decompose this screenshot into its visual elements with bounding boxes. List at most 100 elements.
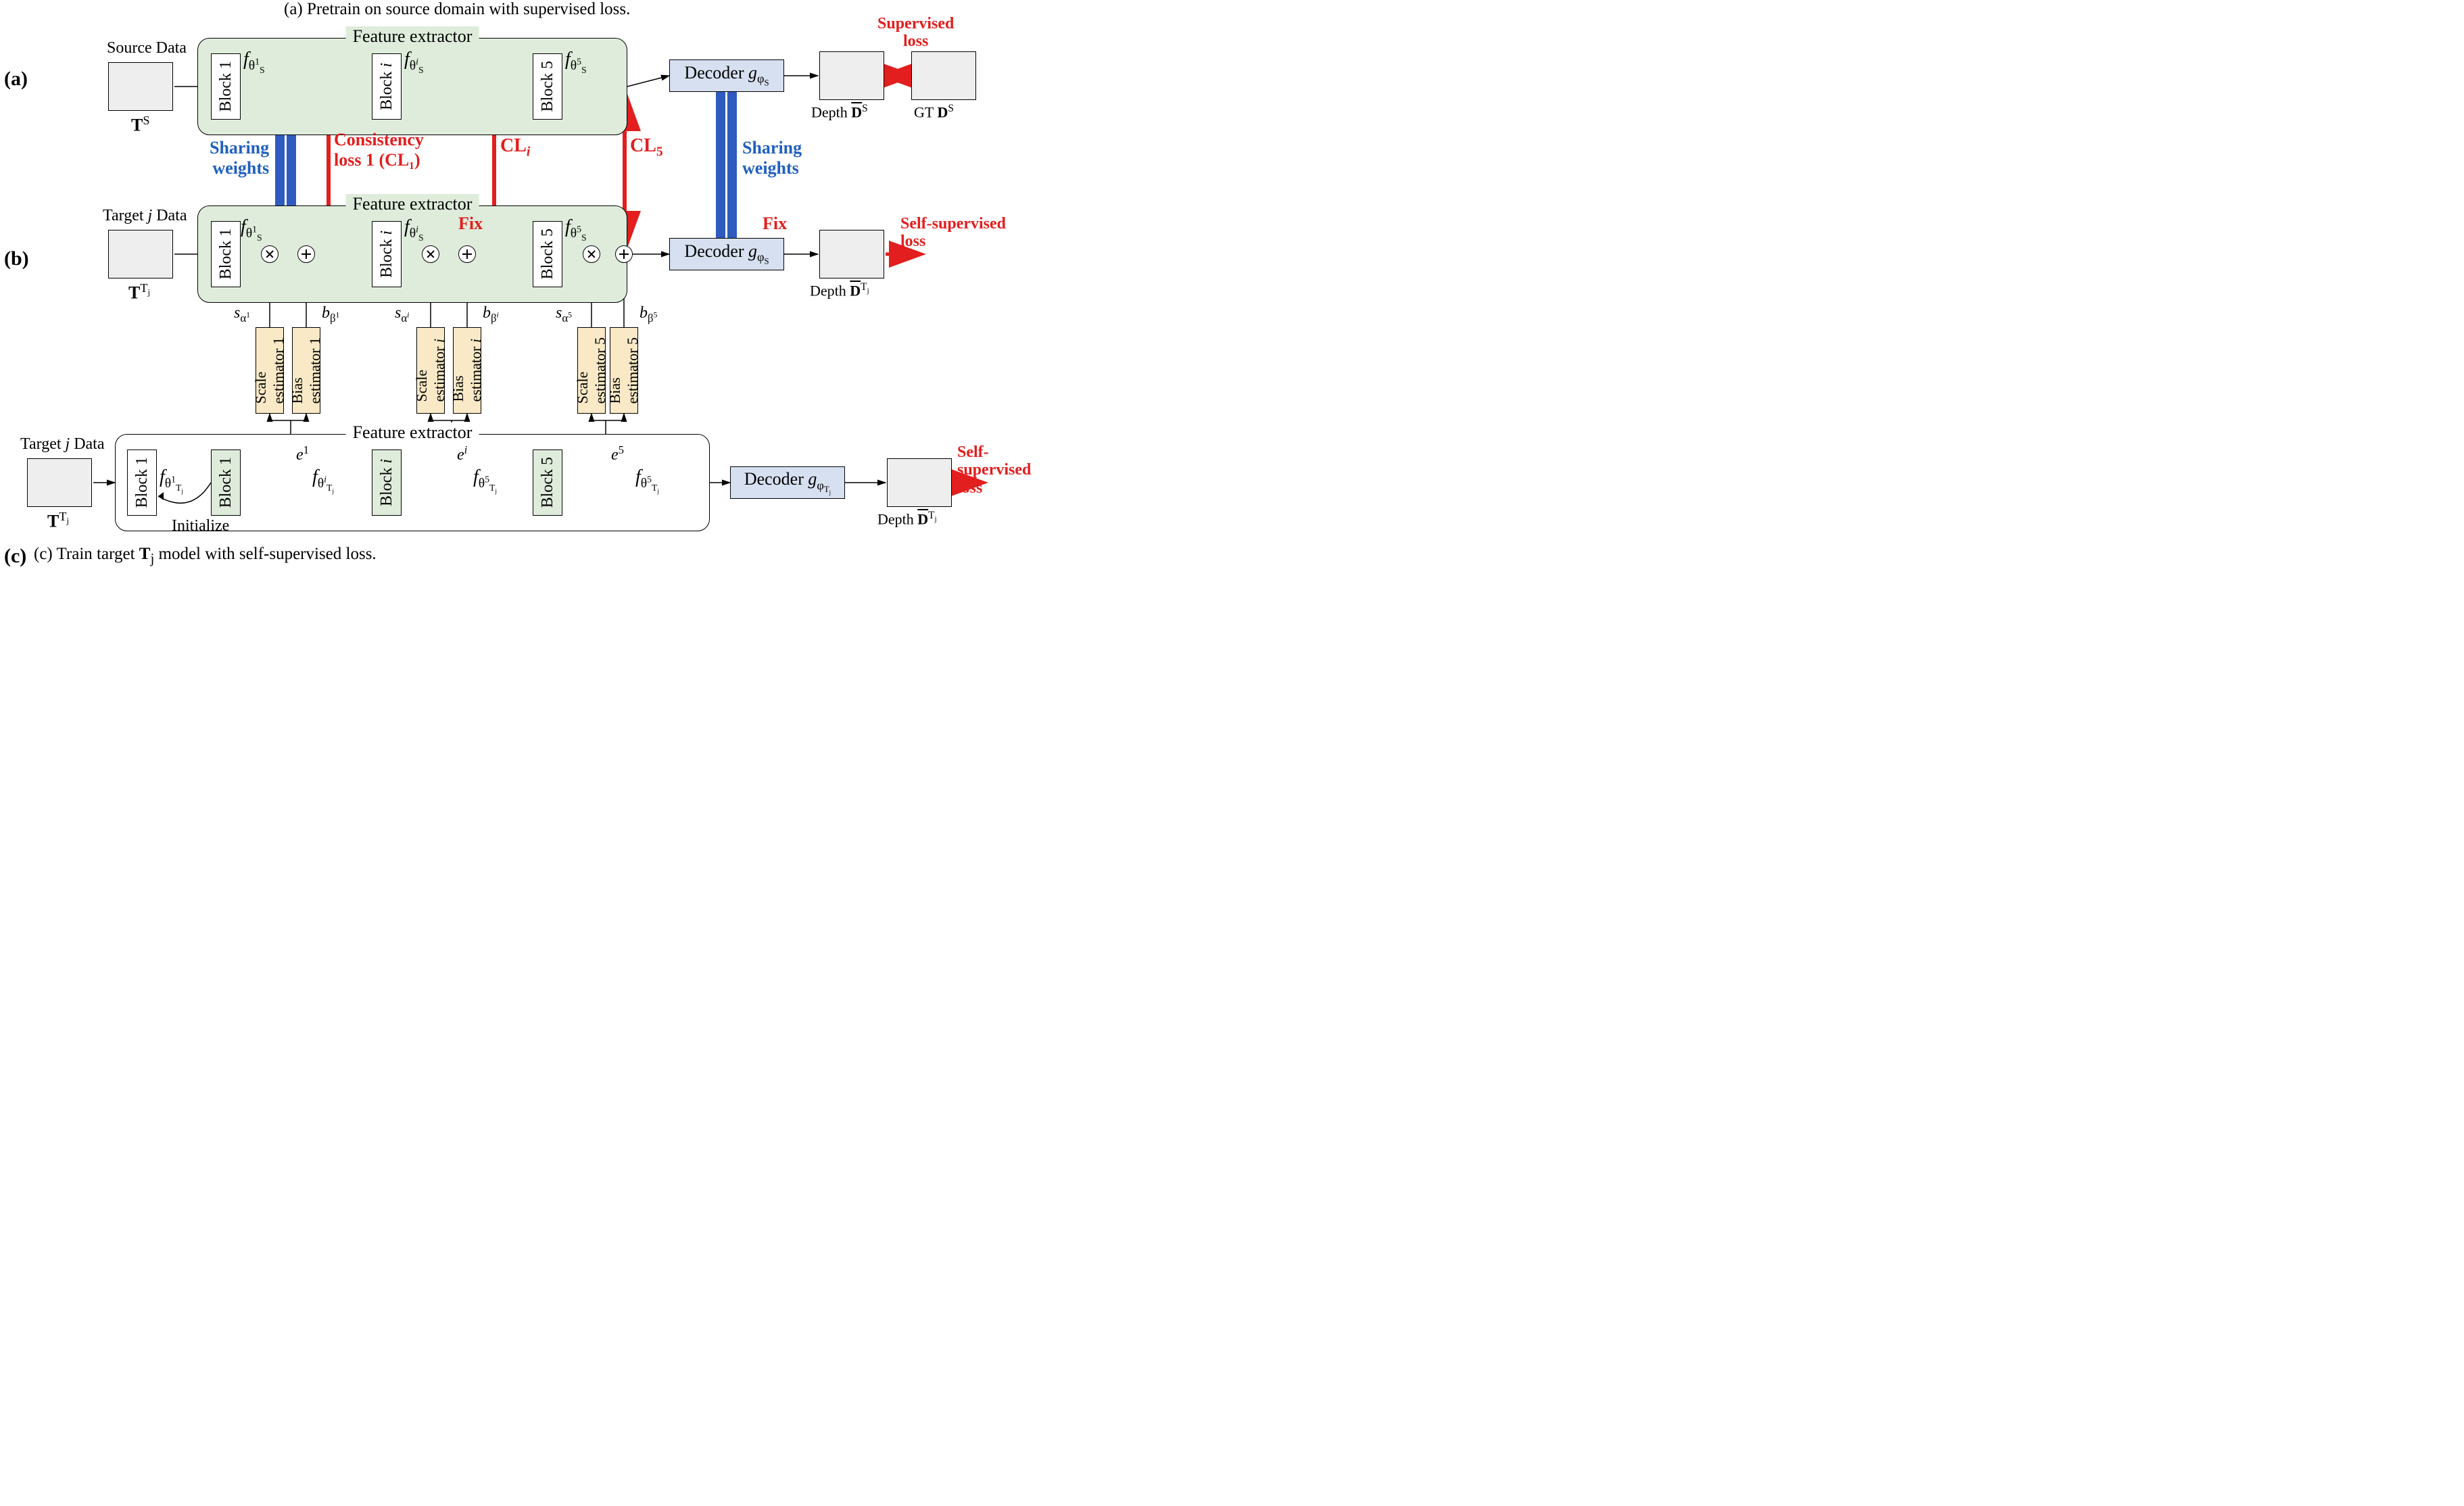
mid-op-add-5 [615, 245, 633, 263]
mid-f5-label: fθ5S [565, 216, 587, 243]
top-block-i: Block i [372, 53, 402, 120]
top-f1-label: fθ1S [243, 49, 265, 76]
bias-estimator-1-label: Bias estimator 1 [289, 337, 324, 404]
bottom-block-1b-label: Block 1 [133, 457, 151, 508]
mid-op-mul-1 [261, 245, 279, 263]
top-fi-label: fθiS [404, 49, 424, 76]
panel-mid-label: Feature extractor [346, 194, 479, 214]
top-block-1-label: Block 1 [217, 61, 235, 112]
scale-estimator-i: Scale estimator i [416, 327, 445, 414]
scale-estimator-1: Scale estimator 1 [256, 327, 284, 414]
source-title: Source Data [107, 39, 187, 57]
mid-block-1-label: Block 1 [217, 228, 235, 279]
diagram-canvas: Feature extractor Block 1 fθ1S Block i f… [0, 0, 1014, 578]
depth-mid-caption: Depth DTj [810, 281, 869, 299]
source-caption: TS [131, 114, 149, 136]
mid-fi-label: fθiS [404, 216, 424, 243]
top-block-5: Block 5 [533, 53, 562, 120]
sharing-weights-right: Sharing weights [742, 138, 802, 178]
caption-c: (c) Train target Tj model with self-supe… [34, 545, 377, 567]
e1-label: e1 [296, 443, 309, 464]
bottom-block-5-label: Block 5 [539, 457, 557, 508]
decoder-mid-label: Decoder gφS [684, 241, 769, 267]
cli-label: CLi [500, 135, 530, 160]
scale-estimator-1-label: Scale estimator 1 [252, 337, 287, 404]
gt-top-caption: GT DS [914, 103, 954, 121]
bias-estimator-i: Bias estimator i [453, 327, 481, 414]
depth-top-caption: Depth DS [811, 103, 868, 121]
step-a: (a) [4, 68, 28, 91]
bottom-f1-label: fθ1Tj [160, 466, 183, 495]
e5-label: e5 [611, 443, 624, 464]
gt-top [911, 51, 976, 100]
bottom-f5-label: fθ5Tj [473, 466, 497, 495]
s-alpha-5: sα5 [556, 304, 572, 325]
top-block-i-label: Block i [378, 63, 396, 110]
decoder-top: Decoder gφS [669, 59, 784, 92]
source-image [108, 62, 173, 111]
b-beta-i: bβi [483, 304, 499, 325]
mid-op-mul-5 [583, 245, 600, 263]
depth-bottom-caption: Depth DTj [877, 510, 937, 528]
top-block-5-label: Block 5 [539, 61, 557, 112]
step-b: (b) [4, 247, 29, 270]
scale-estimator-5: Scale estimator 5 [577, 327, 606, 414]
decoder-bottom: Decoder gφTj [730, 466, 845, 499]
b-beta-1: bβ1 [322, 304, 339, 325]
target-bottom-image [27, 458, 92, 507]
bottom-fi-label: fθiTj [312, 466, 334, 495]
caption-a: (a) Pretrain on source domain with super… [284, 0, 630, 19]
target-bottom-caption: TTj [47, 510, 69, 532]
fix-mid-label: Fix [458, 214, 483, 234]
mid-block-5-label: Block 5 [539, 228, 557, 279]
bottom-block-1-green: Block 1 [211, 450, 241, 516]
mid-block-1: Block 1 [211, 221, 241, 287]
bottom-block-1-label: Block 1 [217, 457, 235, 508]
top-f5-label: fθ5S [565, 49, 587, 76]
panel-bottom-label: Feature extractor [346, 422, 479, 443]
decoder-bottom-label: Decoder gφTj [744, 469, 831, 495]
depth-top [819, 51, 884, 100]
target-mid-image [108, 230, 173, 278]
bottom-block-1: Block 1 [127, 450, 157, 516]
selfsup-loss-bottom-label: Self-supervisedloss [957, 443, 1018, 497]
scale-estimator-5-label: Scale estimator 5 [574, 337, 609, 404]
bottom-block-i-label: Block i [378, 459, 396, 506]
bias-estimator-1: Bias estimator 1 [292, 327, 320, 414]
selfsup-loss-mid-label: Self-supervisedloss [900, 215, 1006, 251]
scale-estimator-i-label: Scale estimator i [413, 339, 448, 402]
target-bottom-title: Target j Data [20, 435, 105, 454]
bottom-block-5-green: Block 5 [533, 450, 562, 516]
bias-estimator-5-label: Bias estimator 5 [606, 337, 642, 404]
bottom-initialize-label: Initialize [172, 517, 229, 535]
bias-estimator-i-label: Bias estimator i [450, 339, 485, 402]
top-block-1: Block 1 [211, 53, 241, 120]
fix-decoder-label: Fix [763, 214, 787, 234]
bottom-f5b-label: fθ5Tj [635, 466, 659, 495]
target-mid-caption: TTj [128, 281, 150, 303]
decoder-mid: Decoder gφS [669, 238, 784, 270]
ei-label: ei [457, 443, 467, 464]
target-mid-title: Target j Data [103, 207, 187, 225]
s-alpha-1: sα1 [234, 304, 250, 325]
depth-bottom [887, 458, 952, 507]
cl5-label: CL5 [630, 135, 663, 160]
sharing-weights-left: Sharing weights [210, 138, 269, 178]
mid-block-i: Block i [372, 221, 402, 287]
mid-op-add-i [458, 245, 476, 263]
mid-f1-label: fθ1S [241, 216, 262, 243]
supervised-loss-label: Supervisedloss [877, 15, 954, 51]
s-alpha-i: sαi [395, 304, 409, 325]
mid-op-add-1 [297, 245, 315, 263]
bias-estimator-5: Bias estimator 5 [610, 327, 638, 414]
b-beta-5: bβ5 [639, 304, 657, 325]
step-c: (c) [4, 545, 26, 568]
panel-top-label: Feature extractor [346, 26, 479, 47]
mid-block-i-label: Block i [378, 230, 396, 278]
cl1-label: Consistency loss 1 (CL₁) [334, 130, 424, 170]
mid-op-mul-i [422, 245, 439, 263]
bottom-block-i-green: Block i [372, 450, 402, 516]
decoder-top-label: Decoder gφS [684, 63, 769, 89]
mid-block-5: Block 5 [533, 221, 562, 287]
depth-mid [819, 230, 884, 278]
